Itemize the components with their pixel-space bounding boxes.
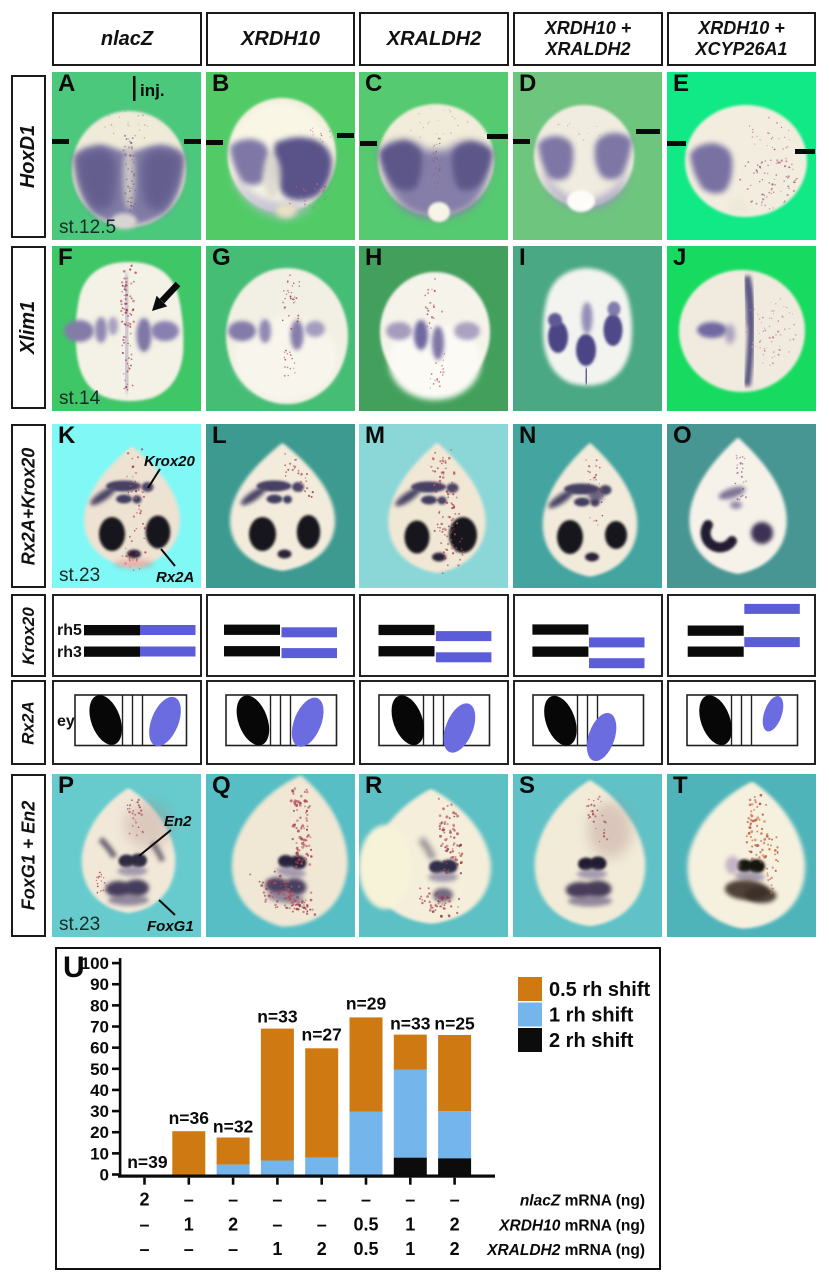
svg-text:n=27: n=27 <box>302 1025 342 1045</box>
svg-text:2 rh shift: 2 rh shift <box>549 1030 634 1052</box>
svg-text:–: – <box>139 1239 149 1259</box>
svg-text:30: 30 <box>90 1102 109 1121</box>
svg-text:2: 2 <box>228 1215 238 1235</box>
svg-text:50: 50 <box>90 1060 109 1079</box>
svg-text:inj.: inj. <box>140 81 165 100</box>
svg-text:–: – <box>272 1215 282 1235</box>
svg-text:1: 1 <box>405 1215 415 1235</box>
svg-text:–: – <box>317 1215 327 1235</box>
svg-text:FoxG1: FoxG1 <box>147 918 194 935</box>
svg-text:ey: ey <box>57 713 75 730</box>
svg-text:XRDH10 mRNA (ng): XRDH10 mRNA (ng) <box>498 1218 645 1235</box>
svg-text:100: 100 <box>81 954 109 973</box>
svg-text:0.5: 0.5 <box>353 1239 378 1259</box>
svg-text:En2: En2 <box>164 813 192 830</box>
svg-text:2: 2 <box>139 1189 149 1209</box>
svg-text:n=25: n=25 <box>434 1014 475 1034</box>
svg-text:2: 2 <box>317 1239 327 1259</box>
svg-text:0.5: 0.5 <box>353 1215 378 1235</box>
svg-text:70: 70 <box>90 1018 109 1037</box>
svg-text:Rx2A: Rx2A <box>156 569 194 586</box>
svg-text:U: U <box>63 951 85 984</box>
svg-text:1: 1 <box>405 1239 415 1259</box>
svg-text:1: 1 <box>272 1239 282 1259</box>
svg-text:–: – <box>450 1189 460 1209</box>
svg-text:10: 10 <box>90 1144 109 1163</box>
svg-text:n=36: n=36 <box>169 1108 210 1128</box>
svg-text:rh5: rh5 <box>57 622 82 639</box>
svg-text:20: 20 <box>90 1123 109 1142</box>
svg-text:–: – <box>228 1239 238 1259</box>
svg-text:nlacZ mRNA (ng): nlacZ mRNA (ng) <box>520 1192 645 1209</box>
svg-text:–: – <box>228 1189 238 1209</box>
svg-text:–: – <box>139 1215 149 1235</box>
svg-text:–: – <box>317 1189 327 1209</box>
svg-text:n=32: n=32 <box>213 1117 254 1137</box>
svg-text:XRALDH2 mRNA (ng): XRALDH2 mRNA (ng) <box>486 1242 645 1259</box>
svg-text:n=33: n=33 <box>257 1007 298 1027</box>
svg-text:1 rh shift: 1 rh shift <box>549 1005 634 1027</box>
svg-text:n=33: n=33 <box>390 1014 431 1034</box>
svg-text:rh3: rh3 <box>57 644 82 661</box>
svg-text:–: – <box>184 1189 194 1209</box>
svg-text:–: – <box>361 1189 371 1209</box>
svg-text:80: 80 <box>90 996 109 1015</box>
svg-text:40: 40 <box>90 1081 109 1100</box>
svg-text:n=39: n=39 <box>127 1152 168 1172</box>
svg-text:1: 1 <box>184 1215 194 1235</box>
svg-text:n=29: n=29 <box>346 994 387 1014</box>
svg-text:–: – <box>272 1189 282 1209</box>
svg-text:90: 90 <box>90 975 109 994</box>
svg-text:60: 60 <box>90 1039 109 1058</box>
svg-text:–: – <box>405 1189 415 1209</box>
svg-text:0.5 rh shift: 0.5 rh shift <box>549 979 650 1001</box>
svg-text:2: 2 <box>450 1215 460 1235</box>
svg-text:2: 2 <box>450 1239 460 1259</box>
svg-text:–: – <box>184 1239 194 1259</box>
svg-text:0: 0 <box>100 1166 109 1185</box>
svg-text:Krox20: Krox20 <box>144 453 196 470</box>
